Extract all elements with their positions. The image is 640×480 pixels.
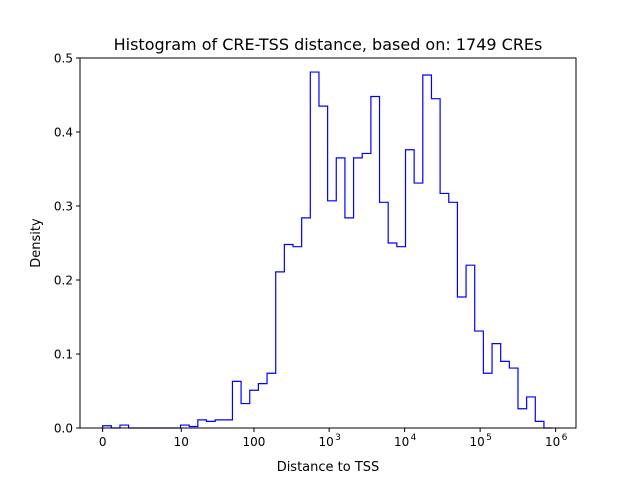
y-tick-label: 0.0 (54, 422, 73, 436)
y-tick-label: 0.1 (54, 348, 73, 362)
chart-title: Histogram of CRE-TSS distance, based on:… (114, 35, 543, 54)
x-tick-exponent: 3 (335, 433, 341, 443)
plot-area-frame (79, 57, 577, 429)
x-tick-exponent: 6 (562, 433, 568, 443)
x-tick-label: 10 (545, 435, 560, 449)
x-tick-label: 10 (174, 435, 189, 449)
x-tick-label: 100 (243, 435, 266, 449)
y-tick-label: 0.2 (54, 274, 73, 288)
y-tick-label: 0.4 (54, 126, 73, 140)
x-tick-label: 10 (394, 435, 409, 449)
x-tick-label: 0 (99, 435, 107, 449)
y-tick-label: 0.3 (54, 200, 73, 214)
y-axis-label: Density (29, 218, 44, 268)
x-axis-ticks: 0 10 100 10 3 10 4 10 5 10 6 (99, 428, 568, 449)
y-tick-label: 0.5 (54, 52, 73, 66)
x-tick-label: 10 (469, 435, 484, 449)
histogram-step-line (102, 71, 553, 429)
x-axis-label: Distance to TSS (277, 460, 380, 475)
x-tick-exponent: 5 (486, 433, 492, 443)
x-tick-exponent: 4 (411, 433, 417, 443)
y-axis-ticks: 0.0 0.1 0.2 0.3 0.4 0.5 (54, 52, 80, 436)
x-tick-label: 10 (319, 435, 334, 449)
